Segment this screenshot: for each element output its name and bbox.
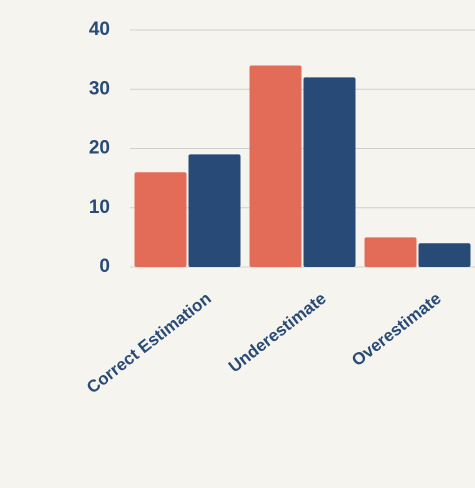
- y-tick-label: 30: [89, 78, 110, 99]
- y-tick-label: 40: [89, 19, 110, 40]
- bar: [134, 172, 187, 267]
- y-tick-label: 10: [89, 197, 110, 218]
- y-tick-label: 20: [89, 138, 110, 159]
- bar: [364, 237, 417, 267]
- bar: [303, 77, 356, 268]
- bar: [188, 154, 241, 267]
- bar: [249, 65, 302, 267]
- y-tick-label: 0: [99, 256, 110, 277]
- bar: [418, 243, 471, 267]
